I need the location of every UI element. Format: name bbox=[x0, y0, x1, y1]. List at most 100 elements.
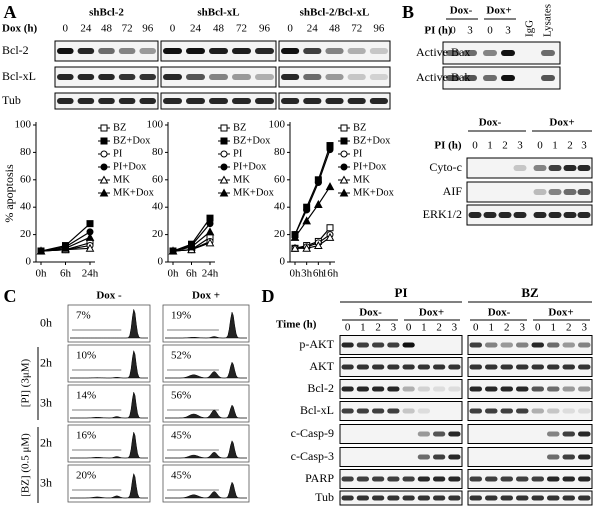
blot-band bbox=[578, 431, 591, 437]
row-label: 3h bbox=[40, 395, 52, 409]
lane-label: 3 bbox=[581, 140, 587, 152]
series-line bbox=[294, 227, 331, 249]
blot-band bbox=[186, 74, 205, 80]
marker bbox=[302, 216, 312, 225]
x-tick-label: 6h bbox=[313, 268, 325, 280]
lane-label: 2 bbox=[567, 140, 573, 152]
blot-band bbox=[516, 342, 529, 348]
lane-label: 24 bbox=[80, 23, 92, 35]
y-tick-label: 80 bbox=[274, 146, 286, 158]
lane-label: 2 bbox=[436, 322, 442, 334]
blot-band bbox=[562, 495, 575, 501]
row-label: Active Bax bbox=[416, 45, 470, 59]
blot-band bbox=[139, 48, 156, 54]
legend-label: PI+Dox bbox=[113, 161, 147, 172]
blot-frame bbox=[339, 357, 463, 377]
lane-label: 1 bbox=[551, 322, 557, 334]
marker bbox=[325, 182, 335, 191]
blot-band bbox=[500, 386, 513, 392]
blot-band bbox=[402, 408, 415, 414]
legend-label: PI+Dox bbox=[353, 161, 387, 172]
blot-band bbox=[448, 476, 461, 482]
lane-label: 1 bbox=[360, 322, 366, 334]
blot-band bbox=[347, 74, 366, 80]
blot-band bbox=[562, 476, 575, 482]
blot-band bbox=[578, 342, 591, 348]
blot-band bbox=[347, 98, 366, 104]
blot-band bbox=[483, 50, 497, 56]
blot-band bbox=[500, 342, 513, 348]
marker bbox=[61, 243, 70, 252]
group-label: Dox+ bbox=[486, 5, 511, 17]
header: PI (h) bbox=[424, 25, 452, 37]
blot-band bbox=[372, 364, 385, 370]
legend-label: PI+Dox bbox=[233, 161, 267, 172]
legend-marker bbox=[340, 124, 348, 132]
blot-band bbox=[98, 98, 115, 104]
blot-band bbox=[578, 454, 591, 460]
group-label: Dox- bbox=[450, 5, 473, 17]
blot-band bbox=[468, 212, 482, 218]
lane-label: 72 bbox=[122, 23, 133, 35]
blot-band bbox=[578, 476, 591, 482]
group-label: BZ bbox=[521, 285, 539, 300]
legend-label: MK+Dox bbox=[233, 187, 275, 198]
legend-marker bbox=[99, 188, 109, 197]
row-label: AKT bbox=[309, 359, 334, 373]
dox-label: Dox- bbox=[359, 307, 382, 319]
legend-label: MK bbox=[113, 174, 130, 185]
blot-band bbox=[516, 364, 529, 370]
blot-frame bbox=[467, 490, 593, 506]
blot-band bbox=[448, 431, 461, 437]
blot-frame bbox=[467, 379, 593, 399]
percent-label: 45% bbox=[171, 470, 191, 482]
dox-label: Dox+ bbox=[419, 307, 444, 319]
lane-label: 96 bbox=[142, 23, 154, 35]
blot-band bbox=[325, 48, 344, 54]
blot-frame bbox=[339, 335, 463, 355]
blot-frame bbox=[466, 181, 593, 203]
lane-label: 2 bbox=[375, 322, 381, 334]
blot-band bbox=[118, 98, 136, 104]
lane-label: 1 bbox=[489, 322, 495, 334]
row-label: c-Casp-3 bbox=[291, 449, 334, 463]
legend-label: BZ bbox=[233, 122, 246, 133]
legend-marker bbox=[339, 175, 349, 184]
row-label: ERK1/2 bbox=[423, 207, 462, 221]
blot-band bbox=[485, 342, 498, 348]
marker bbox=[85, 243, 95, 252]
panel-label: B bbox=[402, 2, 414, 22]
legend-marker bbox=[339, 188, 349, 197]
legend-label: MK+Dox bbox=[353, 187, 395, 198]
blot-band bbox=[533, 165, 547, 171]
percent-label: 20% bbox=[76, 470, 96, 482]
blot-band bbox=[232, 48, 251, 54]
blot-frame bbox=[339, 379, 463, 399]
blot-band bbox=[501, 50, 515, 56]
histogram-peak bbox=[165, 440, 247, 459]
legend-marker bbox=[100, 124, 108, 132]
blot-band bbox=[356, 342, 369, 348]
blot-band bbox=[341, 476, 354, 482]
marker bbox=[313, 199, 323, 208]
blot-band bbox=[500, 495, 513, 501]
x-tick-label: 24h bbox=[202, 268, 219, 280]
blot-band bbox=[578, 408, 591, 414]
blot-band bbox=[417, 386, 430, 392]
blot-band bbox=[356, 476, 369, 482]
blot-band bbox=[485, 386, 498, 392]
lane-label: 3 bbox=[517, 140, 523, 152]
blot-frame bbox=[278, 66, 391, 88]
legend-marker bbox=[100, 150, 108, 158]
column-label: Dox + bbox=[192, 290, 220, 302]
blot-band bbox=[98, 48, 115, 54]
blot-band bbox=[562, 454, 575, 460]
legend-label: MK bbox=[353, 174, 370, 185]
blot-band bbox=[563, 189, 577, 195]
row-label: 0h bbox=[40, 315, 52, 329]
x-tick-label: 3h bbox=[301, 268, 313, 280]
lane-label: Lysates bbox=[542, 4, 554, 37]
blot-band bbox=[578, 495, 591, 501]
row-label: Tub bbox=[315, 490, 334, 504]
blot-band bbox=[163, 74, 182, 80]
